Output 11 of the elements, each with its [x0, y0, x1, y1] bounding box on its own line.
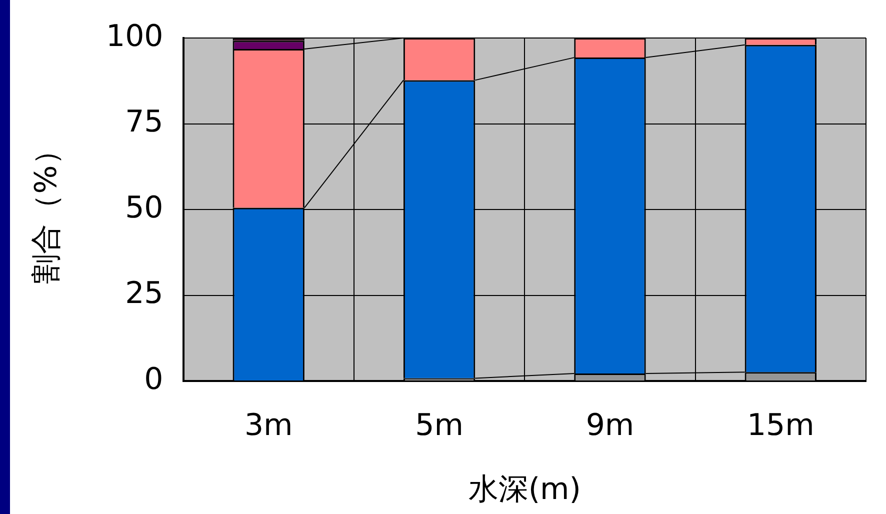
y-tick-label: 25: [125, 276, 164, 312]
x-tick-label: 9m: [586, 408, 634, 443]
x-tick-label: 15m: [746, 408, 814, 443]
x-tick-label: 5m: [415, 408, 464, 443]
y-tick-label: 0: [144, 362, 164, 397]
x-axis-title: 水深(m): [468, 472, 581, 507]
y-tick-label: 100: [106, 18, 164, 54]
y-axis-title: 割合（%）: [28, 135, 64, 284]
y-tick-label: 75: [125, 104, 164, 140]
x-tick-label: 3m: [244, 408, 293, 443]
y-tick-label: 50: [125, 190, 164, 226]
